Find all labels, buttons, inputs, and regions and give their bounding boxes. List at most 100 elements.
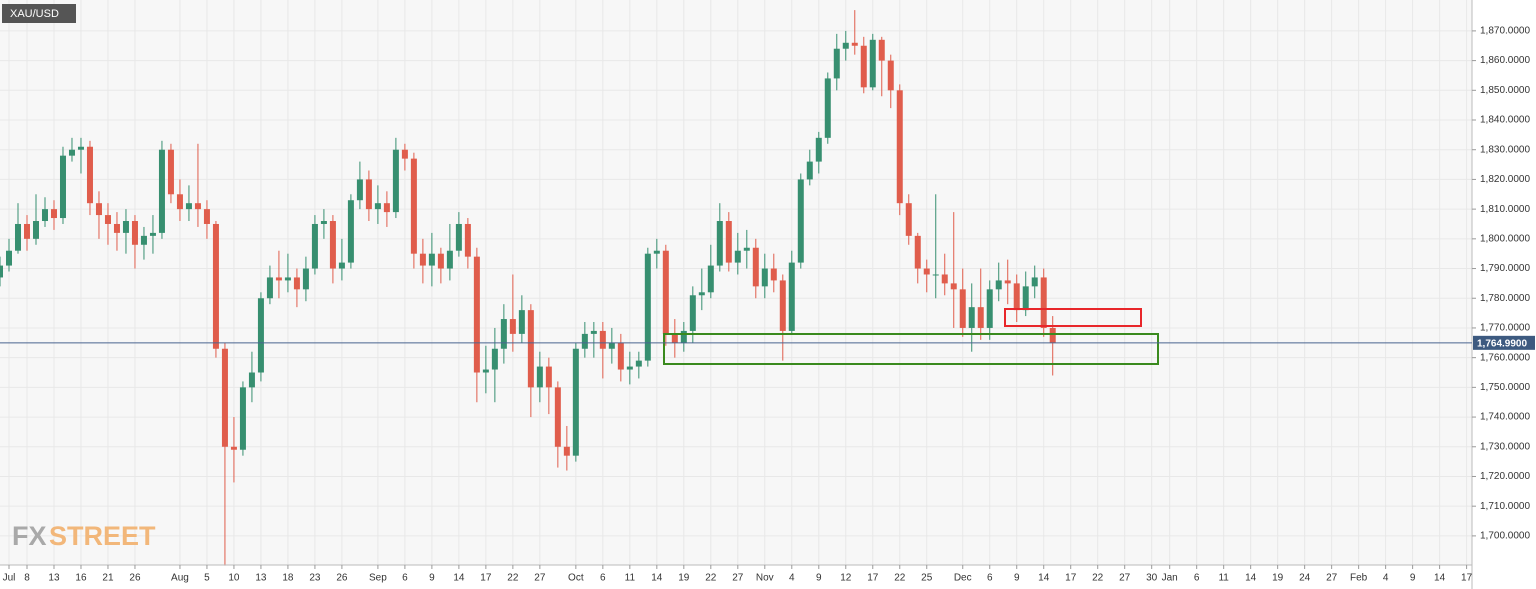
- candle-body: [167, 149, 174, 195]
- y-tick-label: 1,820.0000: [1480, 174, 1530, 185]
- candle-body: [851, 42, 858, 46]
- x-tick-label: 22: [507, 573, 519, 584]
- candle-body: [149, 232, 156, 236]
- candle-body: [716, 221, 723, 266]
- candle-body: [959, 289, 966, 328]
- candle-body: [662, 250, 669, 334]
- x-tick-label: 21: [102, 573, 114, 584]
- candle-body: [509, 319, 516, 334]
- candle-body: [158, 149, 165, 233]
- candle-body: [518, 310, 525, 334]
- candle-body: [383, 203, 390, 213]
- candle-body: [1040, 277, 1047, 328]
- current-price-label: 1,764.9900: [1477, 338, 1527, 349]
- candle-body: [500, 319, 507, 349]
- y-tick-label: 1,850.0000: [1480, 85, 1530, 96]
- candle-body: [5, 250, 12, 266]
- symbol-box: [2, 4, 76, 23]
- watermark-street: STREET: [49, 521, 156, 551]
- x-tick-label: 14: [1038, 573, 1050, 584]
- x-tick-label: 6: [600, 573, 606, 584]
- x-tick-label: 23: [309, 573, 321, 584]
- candle-body: [194, 203, 201, 210]
- symbol-title: XAU/USD: [10, 8, 59, 20]
- candle-body: [644, 253, 651, 361]
- candle-body: [68, 149, 75, 156]
- candle-body: [752, 247, 759, 287]
- candle-body: [536, 366, 543, 388]
- y-tick-label: 1,780.0000: [1480, 293, 1530, 304]
- candle-body: [329, 221, 336, 269]
- candle-body: [680, 330, 687, 343]
- candle-body: [356, 179, 363, 201]
- x-tick-label: Nov: [756, 573, 774, 584]
- y-tick-label: 1,720.0000: [1480, 471, 1530, 482]
- x-tick-label: 26: [129, 573, 141, 584]
- candle-body: [941, 274, 948, 284]
- candle-body: [473, 256, 480, 373]
- x-tick-label: 9: [816, 573, 822, 584]
- x-tick-label: 4: [789, 573, 795, 584]
- x-tick-label: 6: [1194, 573, 1200, 584]
- candle-body: [923, 268, 930, 275]
- candle-body: [41, 209, 48, 222]
- y-tick-label: 1,700.0000: [1480, 531, 1530, 542]
- candle-body: [563, 446, 570, 456]
- candle-body: [761, 268, 768, 287]
- x-tick-label: 14: [651, 573, 663, 584]
- x-tick-label: Oct: [568, 573, 584, 584]
- y-tick-label: 1,750.0000: [1480, 382, 1530, 393]
- candle-body: [833, 48, 840, 79]
- candle-body: [185, 203, 192, 210]
- candle-body: [1013, 283, 1020, 311]
- candle-body: [50, 209, 57, 219]
- candle-body: [95, 203, 102, 216]
- x-tick-label: 19: [678, 573, 690, 584]
- x-tick-label: 14: [1245, 573, 1257, 584]
- candle-body: [995, 280, 1002, 290]
- x-tick-label: Sep: [369, 573, 387, 584]
- x-tick-label: 27: [534, 573, 546, 584]
- y-tick-label: 1,830.0000: [1480, 144, 1530, 155]
- candle-body: [986, 289, 993, 328]
- x-tick-label: 6: [987, 573, 993, 584]
- candle-body: [671, 333, 678, 343]
- y-tick-label: 1,810.0000: [1480, 204, 1530, 215]
- candle-body: [896, 90, 903, 204]
- candle-body: [428, 253, 435, 266]
- candle-body: [1022, 286, 1029, 311]
- candle-body: [545, 366, 552, 388]
- candle-body: [320, 221, 327, 224]
- candle-body: [221, 348, 228, 447]
- x-tick-label: Aug: [171, 573, 189, 584]
- x-tick-label: 19: [1272, 573, 1284, 584]
- candle-body: [698, 292, 705, 296]
- candle-body: [176, 194, 183, 210]
- candle-body: [410, 158, 417, 254]
- candle-body: [914, 235, 921, 269]
- y-tick-label: 1,740.0000: [1480, 412, 1530, 423]
- x-tick-label: 6: [402, 573, 408, 584]
- y-tick-label: 1,760.0000: [1480, 352, 1530, 363]
- x-tick-label: 12: [840, 573, 852, 584]
- x-tick-label: 13: [48, 573, 60, 584]
- candle-body: [365, 179, 372, 210]
- x-tick-label: Dec: [954, 573, 972, 584]
- candle-body: [554, 387, 561, 447]
- plot-area: [0, 0, 1472, 565]
- x-tick-label: 9: [1410, 573, 1416, 584]
- candle-body: [1049, 327, 1056, 343]
- candle-body: [140, 235, 147, 245]
- candle-body: [86, 146, 93, 204]
- x-tick-label: 27: [732, 573, 744, 584]
- x-tick-label: 14: [1434, 573, 1446, 584]
- candle-body: [257, 298, 264, 373]
- x-tick-label: 14: [453, 573, 465, 584]
- candle-body: [293, 277, 300, 290]
- candle-body: [311, 223, 318, 269]
- candle-body: [743, 247, 750, 251]
- x-tick-label: 9: [429, 573, 435, 584]
- candle-body: [599, 330, 606, 349]
